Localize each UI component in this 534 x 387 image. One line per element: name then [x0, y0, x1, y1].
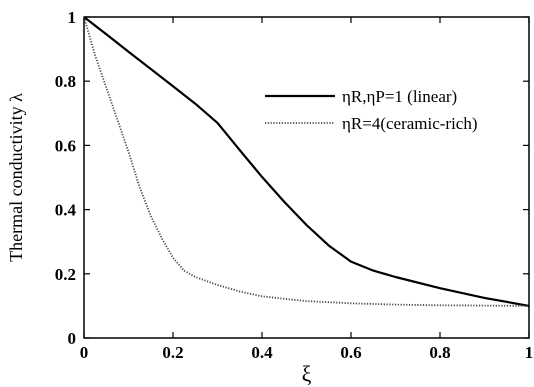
y-tick-label: 0.6 [55, 136, 76, 155]
x-tick-label: 1 [525, 343, 534, 362]
tick-marks [83, 16, 530, 339]
legend: ηR,ηP=1 (linear) ηR=4(ceramic-rich) [265, 87, 478, 133]
series-layer [83, 16, 530, 307]
x-axis-label: ξ [302, 361, 312, 386]
series-line-2 [83, 16, 530, 307]
y-tick-label: 1 [68, 8, 77, 27]
x-tick-label: 0.8 [429, 343, 450, 362]
y-axis-label: Thermal conductivity λ [6, 93, 26, 262]
legend-label-1: ηR,ηP=1 (linear) [342, 87, 457, 106]
x-tick-label: 0.6 [340, 343, 361, 362]
y-tick-labels: 0 0.2 0.4 0.6 0.8 1 [55, 8, 77, 348]
plot-frame [83, 16, 530, 339]
legend-label-2: ηR=4(ceramic-rich) [342, 114, 478, 133]
y-tick-label: 0 [68, 329, 77, 348]
series-line-1 [83, 16, 530, 307]
x-tick-label: 0.4 [251, 343, 273, 362]
x-tick-label: 0 [80, 343, 89, 362]
x-tick-label: 0.2 [162, 343, 183, 362]
x-tick-labels: 0 0.2 0.4 0.6 0.8 1 [80, 343, 534, 362]
y-tick-label: 0.4 [55, 201, 77, 220]
y-tick-label: 0.2 [55, 265, 76, 284]
y-tick-label: 0.8 [55, 72, 76, 91]
